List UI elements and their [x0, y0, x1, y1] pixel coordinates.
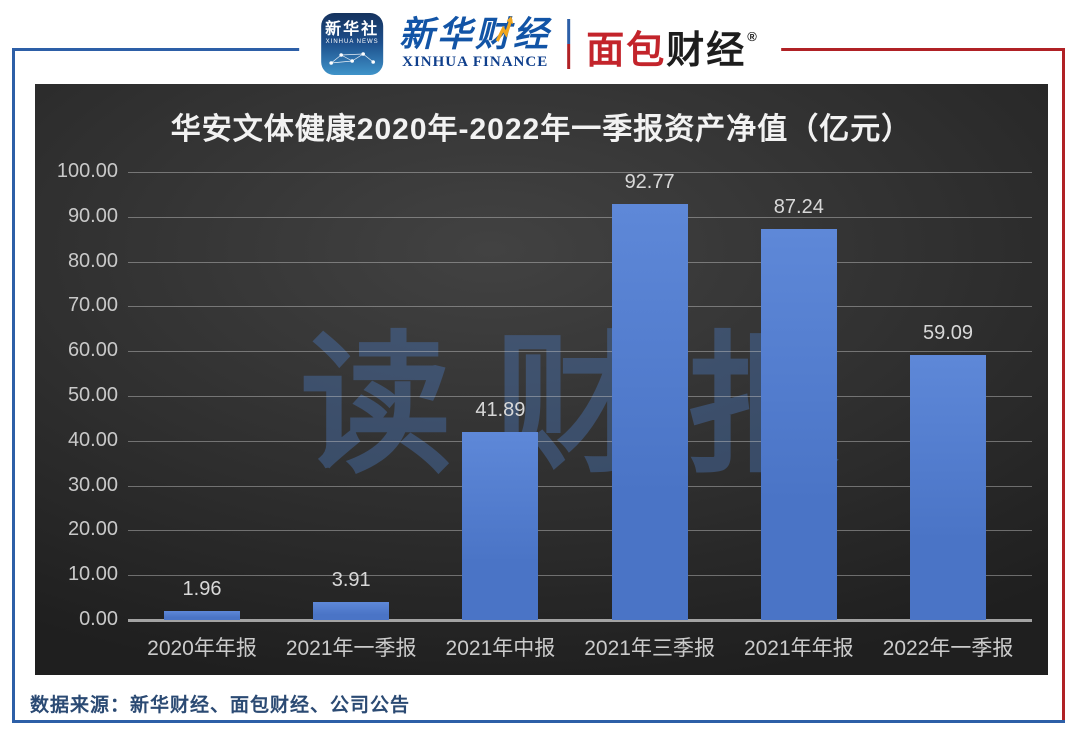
frame-border-top-left — [12, 48, 540, 51]
xinhua-news-label-en: XINHUA NEWS — [325, 39, 379, 45]
y-axis-tick-label: 10.00 — [67, 563, 118, 586]
gridline — [128, 216, 1032, 218]
bar-2021年一季报 — [313, 602, 390, 620]
xinhua-finance-cn: 新华财经 — [399, 15, 552, 54]
frame-border-top-right — [540, 48, 1065, 51]
gridline — [128, 485, 1032, 487]
y-axis-tick-label: 20.00 — [67, 518, 118, 541]
gridline — [128, 306, 1032, 308]
bar-2021年年报 — [760, 229, 837, 620]
bar-value-label: 92.77 — [624, 171, 675, 194]
y-axis-tick-label: 70.00 — [67, 294, 118, 317]
data-source-note: 数据来源：新华财经、面包财经、公司公告 — [30, 695, 411, 716]
bar-value-label: 1.96 — [182, 578, 222, 601]
y-axis-tick-label: 60.00 — [67, 339, 118, 362]
x-axis-tick-label: 2022年一季报 — [882, 637, 1014, 660]
frame-border-right — [1062, 48, 1065, 723]
watermark-text: 读财报 — [300, 321, 882, 491]
gridline — [128, 530, 1032, 532]
x-axis-tick-label: 2020年年报 — [147, 637, 257, 660]
chart-panel: 华安文体健康2020年-2022年一季报资产净值（亿元） 读财报 0.00 10.… — [35, 84, 1048, 675]
xinhua-finance-en: XINHUA FINANCE — [402, 54, 549, 70]
y-axis-tick-label: 90.00 — [67, 204, 118, 227]
frame-border-bottom — [12, 720, 1065, 723]
logo-separator — [567, 19, 571, 69]
network-constellation-icon — [329, 52, 375, 65]
gridline — [128, 575, 1032, 577]
xinhua-news-app-icon: 新华社 XINHUA NEWS — [321, 13, 384, 75]
xinhua-finance-logo: 新华财经 XINHUA FINANCE — [399, 15, 552, 71]
y-axis-tick-label: 40.00 — [67, 428, 118, 451]
mianbao-cn-red: 面包 — [586, 30, 667, 72]
gridline — [128, 440, 1032, 442]
bar-2020年年报 — [164, 611, 240, 620]
header-logos: 新华社 XINHUA NEWS 新华财经 XINHUA FINANCE — [299, 6, 781, 82]
x-axis-tick-label: 2021年三季报 — [584, 637, 715, 660]
registered-trademark-icon: ® — [747, 29, 759, 44]
bar-2021年三季报 — [611, 204, 688, 620]
y-axis-tick-label: 100.00 — [56, 160, 118, 182]
bar-value-label: 87.24 — [773, 196, 824, 219]
bar-2021年中报 — [462, 432, 539, 620]
y-axis-tick-label: 0.00 — [79, 608, 118, 630]
x-axis-line — [128, 619, 1032, 622]
gridline — [128, 261, 1032, 263]
lightning-arrow-icon — [495, 16, 514, 42]
bar-2022年一季报 — [910, 355, 986, 620]
bar-value-label: 41.89 — [475, 399, 526, 422]
chart-title: 华安文体健康2020年-2022年一季报资产净值（亿元） — [170, 113, 913, 146]
x-axis-tick-label: 2021年一季报 — [285, 637, 417, 660]
y-axis-tick-label: 80.00 — [67, 249, 118, 272]
gridline — [128, 172, 1032, 173]
frame-border-left — [12, 48, 15, 723]
xinhua-news-label: 新华社 — [325, 21, 380, 38]
y-axis-tick-label: 30.00 — [67, 473, 118, 496]
y-axis-tick-label: 50.00 — [67, 384, 118, 406]
x-axis-tick-label: 2021年年报 — [743, 637, 854, 660]
bar-value-label: 3.91 — [331, 569, 371, 592]
gridline — [128, 396, 1032, 397]
x-axis-tick-label: 2021年中报 — [445, 637, 556, 660]
mianbao-cn-black: 财经 — [666, 30, 747, 72]
gridline — [128, 351, 1032, 353]
bar-value-label: 59.09 — [922, 322, 974, 345]
mianbao-finance-logo: 面包财经® — [586, 16, 759, 72]
